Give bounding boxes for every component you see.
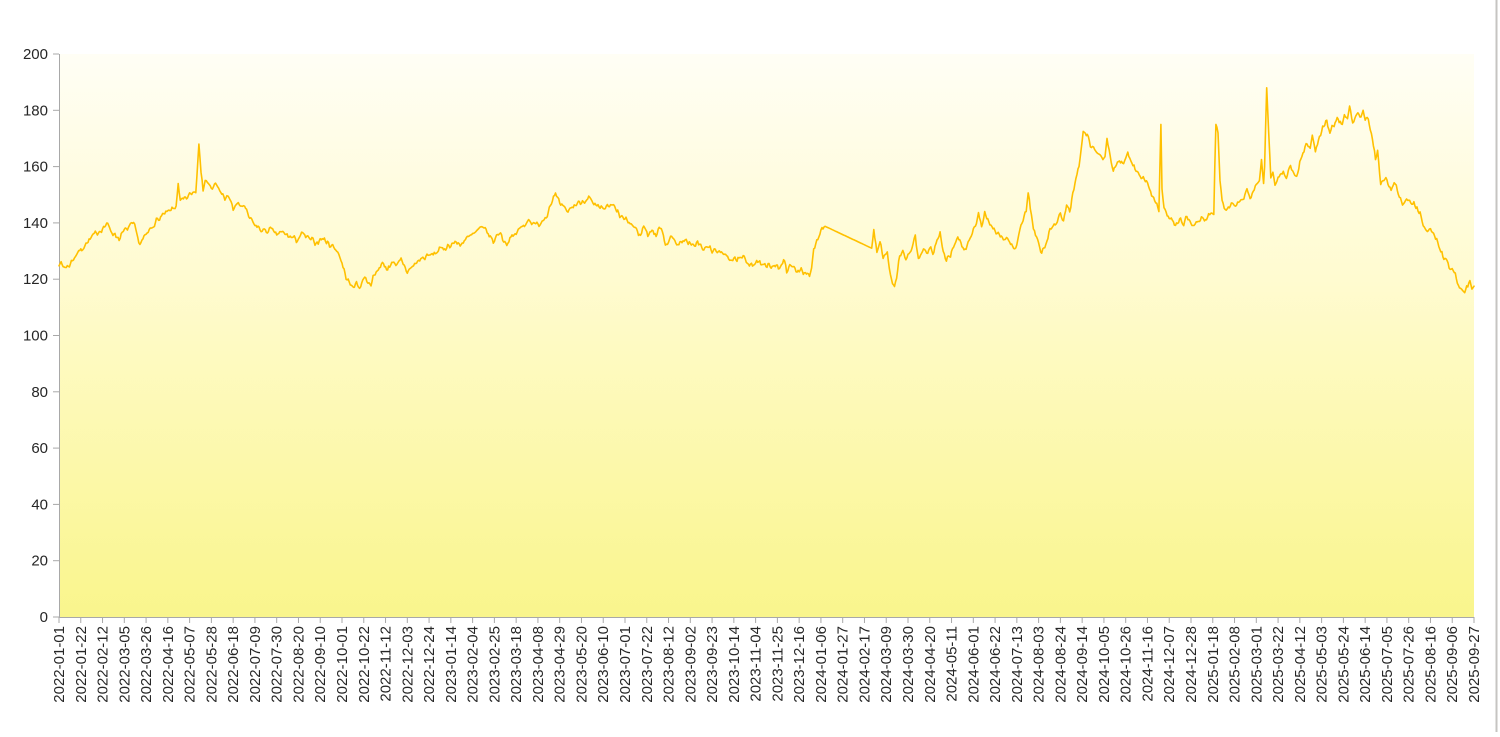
x-tick-label: 2023-05-20: [573, 626, 590, 703]
y-tick-label: 40: [31, 496, 48, 513]
x-tick-label: 2024-05-11: [944, 626, 961, 702]
x-tick-label: 2025-09-06: [1444, 626, 1461, 703]
y-tick-label: 80: [31, 384, 48, 401]
x-tick-label: 2022-11-12: [378, 626, 395, 702]
y-axis-labels: 0 20 40 60 80 100 120 140 160 180 200: [23, 46, 48, 626]
x-tick-label: 2023-09-23: [704, 626, 721, 703]
x-tick-label: 2022-06-18: [225, 626, 242, 703]
axis-lines: [59, 54, 1474, 618]
x-tick-label: 2024-04-20: [922, 626, 939, 703]
x-tick-label: 2024-08-03: [1031, 626, 1048, 703]
x-tick-label: 2024-02-17: [856, 626, 873, 703]
x-tick-label: 2023-01-14: [443, 626, 460, 703]
y-tick-label: 0: [40, 609, 48, 626]
y-tick-label: 140: [23, 215, 48, 232]
value-line-series: [58, 87, 1475, 294]
x-tick-label: 2022-03-26: [138, 626, 155, 703]
x-tick-label: 2023-11-04: [748, 626, 765, 702]
x-tick-label: 2022-12-03: [399, 626, 416, 703]
x-tick-label: 2023-04-29: [552, 626, 569, 703]
x-tick-label: 2025-05-03: [1314, 626, 1331, 703]
x-tick-label: 2024-09-14: [1074, 626, 1091, 703]
x-tick-label: 2025-02-08: [1227, 626, 1244, 703]
x-tick-label: 2025-01-18: [1205, 626, 1222, 703]
x-tick-label: 2023-10-14: [726, 626, 743, 703]
y-tick-label: 100: [23, 328, 48, 345]
x-tick-label: 2025-09-27: [1466, 626, 1483, 703]
x-tick-label: 2024-06-22: [987, 626, 1004, 703]
x-tick-label: 2024-10-05: [1096, 626, 1113, 703]
x-tick-label: 2024-12-07: [1161, 626, 1178, 703]
y-tick-label: 60: [31, 440, 48, 457]
x-tick-label: 2023-08-12: [661, 626, 678, 703]
x-tick-label: 2022-02-12: [95, 626, 112, 703]
y-tick-label: 160: [23, 159, 48, 176]
x-tick-label: 2025-03-22: [1270, 626, 1287, 703]
x-tick-label: 2023-12-16: [791, 626, 808, 703]
x-tick-label: 2024-03-30: [900, 626, 917, 703]
x-tick-label: 2022-01-22: [73, 626, 90, 703]
x-tick-label: 2022-01-01: [51, 626, 68, 703]
x-tick-label: 2024-10-26: [1118, 626, 1135, 703]
x-tick-label: 2025-07-26: [1401, 626, 1418, 703]
y-tick-label: 20: [31, 553, 48, 570]
x-tick-label: 2023-03-18: [508, 626, 525, 703]
x-tick-label: 2024-03-09: [878, 626, 895, 703]
x-tick-label: 2024-07-13: [1009, 626, 1026, 703]
x-tick-label: 2024-12-28: [1183, 626, 1200, 703]
x-tick-label: 2022-10-01: [334, 626, 351, 703]
x-tick-label: 2022-12-24: [421, 626, 438, 703]
x-tick-label: 2023-07-22: [639, 626, 656, 703]
x-tick-label: 2025-08-16: [1422, 626, 1439, 703]
x-tick-label: 2022-05-07: [182, 626, 199, 703]
y-tick-label: 200: [23, 46, 48, 63]
x-tick-label: 2023-02-25: [486, 626, 503, 703]
y-tick-label: 180: [23, 102, 48, 119]
x-tick-label: 2025-05-24: [1335, 626, 1352, 703]
x-tick-label: 2025-06-14: [1357, 626, 1374, 703]
x-tick-label: 2025-03-01: [1248, 626, 1265, 703]
x-tick-label: 2025-07-05: [1379, 626, 1396, 703]
x-tick-label: 2023-11-25: [769, 626, 786, 702]
x-tick-label: 2022-04-16: [160, 626, 177, 703]
x-tick-label: 2022-03-05: [116, 626, 133, 703]
x-tick-label: 2022-08-20: [290, 626, 307, 703]
x-axis-labels: 2022-01-01 2022-01-22 2022-02-12 2022-03-05…: [51, 626, 1483, 703]
x-tick-label: 2023-04-08: [530, 626, 547, 703]
x-tick-label: 2022-10-22: [356, 626, 373, 703]
plot-area: [59, 54, 1474, 617]
y-axis-ticks: [53, 53, 59, 618]
x-tick-label: 2022-09-10: [312, 626, 329, 703]
x-tick-label: 2022-05-28: [203, 626, 220, 703]
x-tick-label: 2024-06-01: [965, 626, 982, 703]
x-tick-label: 2023-02-04: [465, 626, 482, 703]
x-tick-label: 2024-08-24: [1052, 626, 1069, 703]
x-tick-label: 2025-04-12: [1292, 626, 1309, 703]
x-tick-label: 2022-07-09: [247, 626, 264, 703]
x-tick-label: 2024-01-27: [835, 626, 852, 703]
x-tick-label: 2023-06-10: [595, 626, 612, 703]
x-tick-label: 2024-01-06: [813, 626, 830, 703]
x-tick-label: 2022-07-30: [269, 626, 286, 703]
x-tick-label: 2023-09-02: [682, 626, 699, 703]
y-tick-label: 120: [23, 271, 48, 288]
x-tick-label: 2023-07-01: [617, 626, 634, 703]
x-tick-label: 2024-11-16: [1139, 626, 1156, 702]
